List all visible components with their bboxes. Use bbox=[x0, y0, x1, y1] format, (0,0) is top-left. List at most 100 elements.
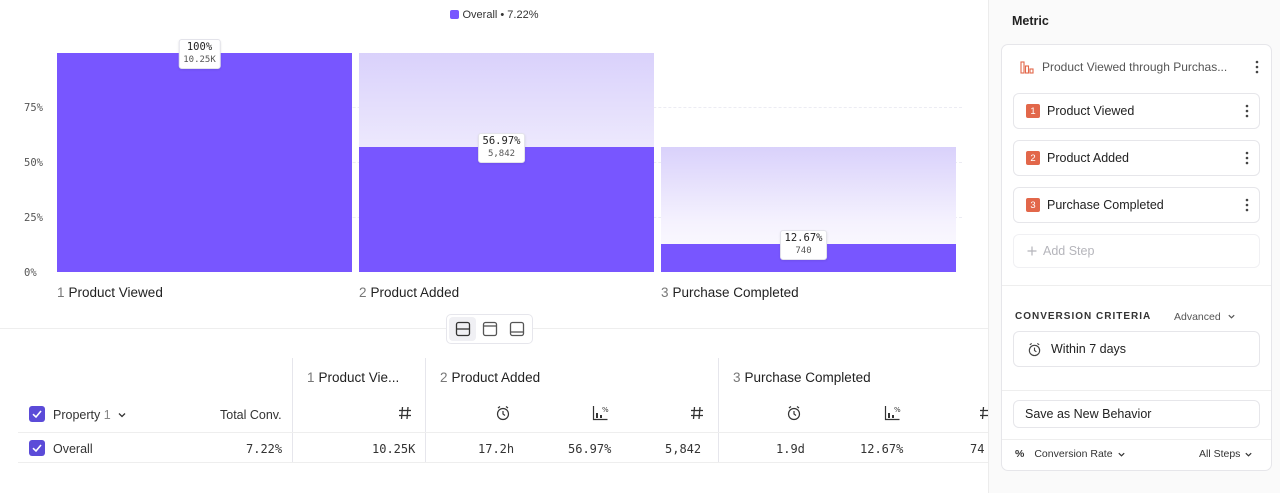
step-number-badge: 3 bbox=[1026, 198, 1040, 212]
x-label-purchase-completed: 3 Purchase Completed bbox=[661, 285, 799, 300]
legend-label: Overall • 7.22% bbox=[462, 9, 539, 21]
chart-legend[interactable]: Overall • 7.22% bbox=[0, 9, 988, 21]
row-step1-count: 10.25K bbox=[372, 442, 416, 456]
bar-count: 740 bbox=[795, 246, 812, 257]
metric-selector[interactable]: Product Viewed through Purchas... bbox=[1010, 53, 1265, 81]
advanced-label: Advanced bbox=[1174, 311, 1221, 323]
chart-view-button[interactable] bbox=[476, 317, 503, 341]
add-step-button[interactable]: Add Step bbox=[1013, 234, 1260, 268]
save-as-new-behavior-button[interactable]: Save as New Behavior bbox=[1013, 400, 1260, 428]
step-label: Purchase Completed bbox=[1047, 198, 1164, 212]
measure-label: Conversion Rate bbox=[1034, 448, 1113, 460]
property-header[interactable]: Property 1 bbox=[53, 408, 127, 422]
property-count: 1 bbox=[103, 408, 111, 422]
step-label: Product Added bbox=[1047, 151, 1130, 165]
step-number: 3 bbox=[661, 285, 669, 300]
bar-percent: 12.67% bbox=[784, 232, 823, 245]
count-hash-icon[interactable] bbox=[690, 406, 704, 420]
chevron-down-icon bbox=[1228, 314, 1235, 319]
metric-name: Product Viewed through Purchas... bbox=[1042, 60, 1228, 74]
x-label-product-added: 2 Product Added bbox=[359, 285, 459, 300]
bar-label-purchase-completed: 12.67% 740 bbox=[779, 230, 828, 261]
bar-percent: 100% bbox=[186, 41, 213, 53]
step-number-badge: 2 bbox=[1026, 151, 1040, 165]
check-icon bbox=[32, 410, 42, 419]
bar-count: 5,842 bbox=[487, 149, 516, 160]
metric-panel: Metric Product Viewed through Purchas...… bbox=[988, 0, 1280, 493]
section-divider bbox=[1002, 439, 1271, 440]
row-name: Overall bbox=[53, 442, 93, 456]
column-divider bbox=[292, 358, 293, 463]
steps-dropdown[interactable]: All Steps bbox=[1199, 448, 1253, 460]
count-hash-icon[interactable] bbox=[979, 406, 988, 420]
funnel-chart-icon bbox=[1020, 61, 1034, 74]
row-total-conv: 7.22% bbox=[246, 442, 283, 456]
advanced-dropdown[interactable]: Advanced bbox=[1174, 311, 1236, 323]
bar-count: 10.25K bbox=[183, 55, 216, 65]
select-all-checkbox[interactable] bbox=[29, 406, 45, 422]
plus-icon bbox=[1027, 246, 1037, 256]
step-number: 1 bbox=[57, 285, 65, 300]
conversion-rate-icon[interactable]: % bbox=[592, 405, 609, 421]
split-view-button[interactable] bbox=[449, 317, 476, 341]
count-hash-icon[interactable] bbox=[398, 406, 412, 420]
conversion-rate-icon[interactable]: % bbox=[884, 405, 901, 421]
table-view-button[interactable] bbox=[503, 317, 530, 341]
step-number-badge: 1 bbox=[1026, 104, 1040, 118]
row-step2-time: 17.2h bbox=[478, 442, 515, 456]
view-toggle bbox=[446, 314, 533, 344]
table-view-icon bbox=[509, 321, 524, 337]
more-options-icon[interactable] bbox=[1245, 104, 1249, 118]
more-options-icon[interactable] bbox=[1255, 60, 1259, 74]
group-number: 1 bbox=[307, 370, 315, 385]
step-product-added[interactable]: 2 Product Added bbox=[1013, 140, 1260, 176]
bar-percent: 56.97% bbox=[482, 135, 521, 148]
metric-card: Product Viewed through Purchas... 1 Prod… bbox=[1001, 44, 1272, 471]
chevron-down-icon bbox=[1245, 452, 1253, 457]
chevron-down-icon bbox=[118, 413, 126, 418]
svg-text:%: % bbox=[602, 406, 609, 414]
time-to-convert-icon[interactable] bbox=[786, 405, 802, 421]
bar-product-viewed[interactable] bbox=[57, 53, 352, 272]
measure-dropdown[interactable]: % Conversion Rate bbox=[1015, 448, 1126, 460]
time-to-convert-icon[interactable] bbox=[495, 405, 511, 421]
breakdown-table: 1 Product Vie... 2 Product Added 3 Purchase… bbox=[0, 358, 988, 493]
legend-swatch bbox=[449, 10, 459, 19]
more-options-icon[interactable] bbox=[1245, 151, 1249, 165]
conversion-window-selector[interactable]: Within 7 days bbox=[1013, 331, 1260, 367]
y-tick-75: 75% bbox=[24, 102, 43, 114]
x-label-product-viewed: 1 Product Viewed bbox=[57, 285, 163, 300]
group-header-product-viewed[interactable]: 1 Product Vie... bbox=[307, 370, 399, 385]
add-step-label: Add Step bbox=[1043, 244, 1095, 258]
alarm-clock-icon bbox=[1028, 342, 1041, 356]
step-number: 2 bbox=[359, 285, 367, 300]
bar-product-added[interactable] bbox=[359, 147, 654, 272]
row-step3-count: 74 bbox=[970, 442, 985, 456]
group-header-purchase-completed[interactable]: 3 Purchase Completed bbox=[733, 370, 871, 385]
conversion-window-label: Within 7 days bbox=[1051, 342, 1127, 356]
panel-title: Metric bbox=[1012, 14, 1049, 28]
conversion-criteria-label: CONVERSION CRITERIA bbox=[1015, 311, 1152, 322]
bar-label-product-viewed: 100% 10.25K bbox=[178, 39, 221, 69]
step-product-viewed[interactable]: 1 Product Viewed bbox=[1013, 93, 1260, 129]
more-options-icon[interactable] bbox=[1245, 198, 1249, 212]
section-divider bbox=[1002, 390, 1271, 391]
row-step3-rate: 12.67% bbox=[860, 442, 904, 456]
total-conv-header[interactable]: Total Conv. bbox=[220, 408, 282, 422]
chevron-down-icon bbox=[1117, 452, 1125, 457]
step-purchase-completed[interactable]: 3 Purchase Completed bbox=[1013, 187, 1260, 223]
step-name: Product Viewed bbox=[68, 285, 163, 300]
check-icon bbox=[32, 444, 42, 453]
property-label: Property bbox=[53, 408, 101, 422]
step-label: Product Viewed bbox=[1047, 104, 1135, 118]
row-divider bbox=[18, 462, 988, 463]
group-label: Product Added bbox=[451, 370, 541, 385]
column-divider bbox=[718, 358, 719, 463]
steps-label: All Steps bbox=[1199, 448, 1241, 460]
group-header-product-added[interactable]: 2 Product Added bbox=[440, 370, 540, 385]
row-step2-count: 5,842 bbox=[665, 442, 702, 456]
row-checkbox[interactable] bbox=[29, 440, 45, 456]
group-label: Product Vie... bbox=[318, 370, 400, 385]
y-tick-50: 50% bbox=[24, 157, 43, 169]
svg-text:%: % bbox=[894, 406, 901, 414]
